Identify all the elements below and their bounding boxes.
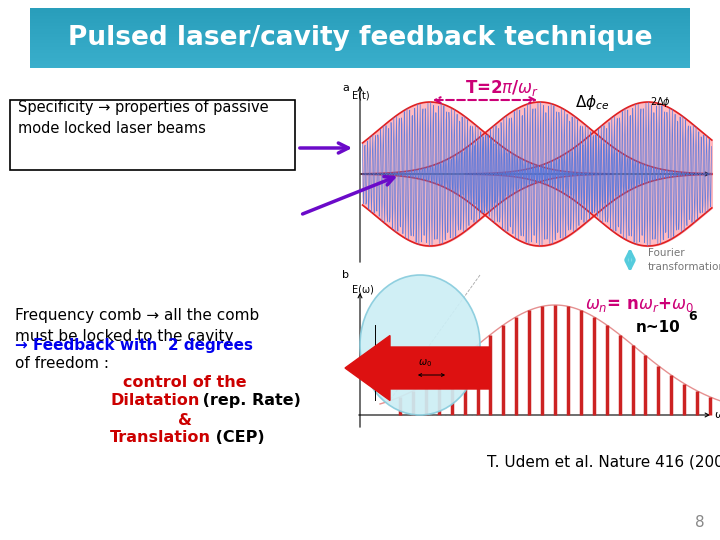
Text: Specificity → properties of passive
mode locked laser beams: Specificity → properties of passive mode… — [18, 100, 269, 136]
Bar — [0, 68, 720, 540]
Bar — [30, 11, 690, 12]
Text: (CEP): (CEP) — [210, 430, 265, 445]
Bar — [30, 66, 690, 68]
Bar — [30, 10, 690, 11]
Bar — [30, 56, 690, 57]
Text: b: b — [342, 270, 349, 280]
Bar — [30, 30, 690, 32]
Bar — [30, 16, 690, 17]
Text: 8: 8 — [696, 515, 705, 530]
Text: E(t): E(t) — [352, 90, 369, 100]
Text: ω: ω — [714, 410, 720, 420]
Bar — [30, 26, 690, 28]
Bar — [10, 100, 295, 170]
Text: n~10: n~10 — [636, 321, 680, 335]
Bar — [30, 51, 690, 53]
Bar — [30, 33, 690, 35]
Bar — [30, 45, 690, 47]
Bar — [30, 43, 690, 44]
Bar — [30, 49, 690, 50]
Text: T. Udem et al. Nature 416 (2002) 233: T. Udem et al. Nature 416 (2002) 233 — [487, 455, 720, 469]
Text: $\omega_n$= n$\omega_r$+$\omega_0$: $\omega_n$= n$\omega_r$+$\omega_0$ — [585, 296, 695, 314]
Bar — [30, 37, 690, 38]
Text: → Feedback with  2 degrees: → Feedback with 2 degrees — [15, 338, 253, 353]
Bar — [30, 53, 690, 55]
Bar — [30, 14, 690, 16]
Bar — [30, 55, 690, 56]
Bar — [30, 39, 690, 41]
Bar — [30, 41, 690, 43]
Text: Frequency comb → all the comb
must be locked to the cavity: Frequency comb → all the comb must be lo… — [15, 308, 259, 344]
Bar — [30, 59, 690, 60]
Bar — [30, 38, 690, 39]
Text: Dilatation: Dilatation — [110, 393, 199, 408]
Bar — [30, 12, 690, 14]
Bar — [30, 60, 690, 62]
Text: Translation: Translation — [110, 430, 211, 445]
Text: 6: 6 — [689, 309, 697, 322]
Bar — [30, 57, 690, 59]
Bar — [30, 47, 690, 49]
Bar — [30, 8, 690, 10]
Text: Fourier
transformation: Fourier transformation — [648, 248, 720, 272]
Bar — [30, 22, 690, 23]
Bar — [30, 62, 690, 64]
FancyArrow shape — [345, 335, 490, 401]
Text: $\omega_0$: $\omega_0$ — [418, 357, 432, 369]
Text: (rep. Rate): (rep. Rate) — [197, 393, 301, 408]
Bar — [30, 17, 690, 18]
Text: Pulsed laser/cavity feedback technique: Pulsed laser/cavity feedback technique — [68, 25, 652, 51]
Bar — [30, 29, 690, 30]
Text: E(ω): E(ω) — [352, 285, 374, 295]
Bar — [30, 35, 690, 37]
Text: &: & — [178, 413, 192, 428]
Bar — [30, 23, 690, 24]
Bar — [30, 32, 690, 33]
Text: of freedom :: of freedom : — [15, 356, 109, 371]
Ellipse shape — [360, 275, 480, 415]
Bar — [30, 18, 690, 20]
Bar — [30, 50, 690, 51]
Bar — [30, 28, 690, 29]
Bar — [30, 64, 690, 65]
Text: control of the: control of the — [123, 375, 247, 390]
Text: $\Delta\phi_{ce}$: $\Delta\phi_{ce}$ — [575, 92, 609, 111]
Bar — [30, 65, 690, 66]
Bar — [30, 44, 690, 45]
Bar — [30, 24, 690, 26]
Text: 2$\Delta\phi$: 2$\Delta\phi$ — [649, 95, 670, 109]
Text: T=2$\pi$/$\omega_r$: T=2$\pi$/$\omega_r$ — [465, 78, 539, 98]
Text: a: a — [342, 83, 349, 93]
Bar — [30, 20, 690, 22]
